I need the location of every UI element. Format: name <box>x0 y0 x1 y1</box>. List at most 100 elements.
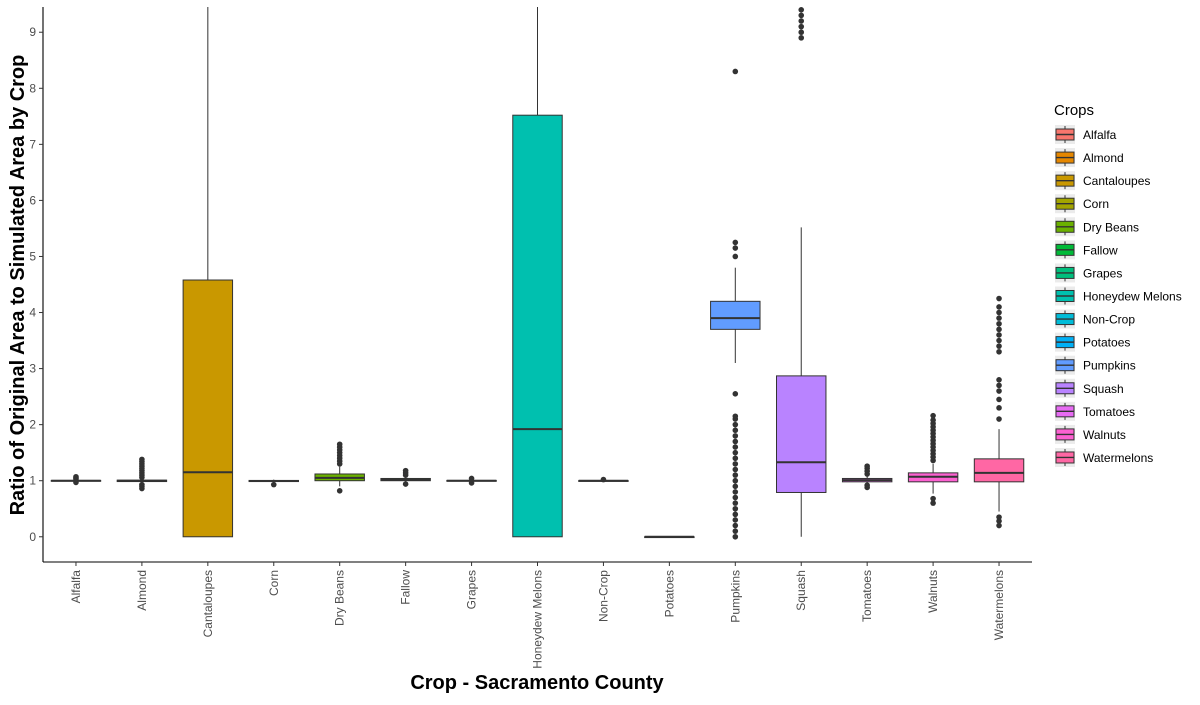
outlier-point <box>996 304 1002 310</box>
outlier-point <box>468 480 475 486</box>
x-tick-label-honeydew-melons: Honeydew Melons <box>531 570 545 669</box>
outlier-point <box>996 332 1002 338</box>
legend-label: Walnuts <box>1083 428 1126 442</box>
outlier-point <box>996 343 1002 349</box>
y-tick-label: 5 <box>29 249 36 263</box>
legend-label: Tomatoes <box>1083 405 1135 419</box>
x-tick-label-tomatoes: Tomatoes <box>860 570 874 622</box>
outlier-point <box>732 461 739 467</box>
box-corn <box>248 479 299 488</box>
legend-item-squash: Squash <box>1055 378 1124 398</box>
legend-item-cantaloupes: Cantaloupes <box>1055 171 1150 191</box>
outlier-point <box>732 253 739 260</box>
box-cantaloupes <box>182 7 234 538</box>
outlier-point <box>600 476 607 483</box>
box-walnuts <box>907 412 959 506</box>
outlier-point <box>996 377 1002 383</box>
outlier-point <box>402 481 409 487</box>
outlier-point <box>798 12 805 19</box>
y-tick-label: 2 <box>29 418 36 432</box>
box-body <box>973 458 1025 483</box>
outlier-point <box>930 412 936 419</box>
legend-label: Potatoes <box>1083 336 1130 350</box>
outlier-point <box>732 245 739 251</box>
outlier-point <box>996 320 1002 327</box>
outlier-point <box>732 522 739 529</box>
x-tick-label-watermelons: Watermelons <box>992 570 1006 640</box>
outlier-point <box>732 413 739 420</box>
legend-label: Fallow <box>1083 243 1118 257</box>
x-tick-label-squash: Squash <box>794 570 808 611</box>
outlier-point <box>996 295 1002 302</box>
outlier-point <box>468 475 475 482</box>
outlier-point <box>996 416 1002 422</box>
outlier-point <box>270 481 277 488</box>
outlier-point <box>996 382 1002 389</box>
axes: 0 1 2 3 4 5 6 7 8 9 Alfalfa Almond Cantaloupes Corn Dr… <box>29 7 1032 669</box>
legend-item-corn: Corn <box>1055 194 1109 214</box>
outlier-point <box>732 466 739 473</box>
legend-item-almond: Almond <box>1055 148 1124 168</box>
x-tick-label-potatoes: Potatoes <box>662 570 676 617</box>
x-tick-label-fallow: Fallow <box>399 570 413 605</box>
legend-label: Alfalfa <box>1083 128 1117 142</box>
outlier-point <box>732 239 739 246</box>
outlier-point <box>732 68 739 75</box>
legend-label: Honeydew Melons <box>1083 289 1182 303</box>
outlier-point <box>732 438 739 445</box>
outlier-point <box>732 449 739 456</box>
outlier-point <box>798 35 805 41</box>
outlier-point <box>732 455 739 462</box>
outlier-point <box>996 405 1002 411</box>
outlier-point <box>864 482 870 488</box>
x-axis-label: Crop - Sacramento County <box>410 672 664 694</box>
outlier-point <box>732 433 739 439</box>
outlier-point <box>73 473 79 480</box>
legend-label: Dry Beans <box>1083 220 1139 234</box>
box-potatoes <box>644 535 695 539</box>
outlier-point <box>732 505 739 512</box>
box-dry-beans <box>314 441 365 494</box>
legend-item-fallow: Fallow <box>1055 240 1118 260</box>
outlier-point <box>732 427 739 434</box>
outlier-point <box>732 483 739 490</box>
box-squash <box>776 7 827 537</box>
outlier-point <box>402 467 409 474</box>
legend-label: Corn <box>1083 197 1109 211</box>
box-body <box>776 375 827 493</box>
outlier-point <box>732 489 739 495</box>
box-pumpkins <box>710 68 761 540</box>
legend-item-watermelons: Watermelons <box>1055 447 1153 467</box>
legend-title: Crops <box>1054 102 1094 119</box>
y-tick-label: 8 <box>29 81 36 95</box>
outlier-point <box>732 421 739 428</box>
legend-label: Grapes <box>1083 266 1122 280</box>
legend-item-pumpkins: Pumpkins <box>1055 355 1136 375</box>
outlier-point <box>996 348 1002 355</box>
y-tick-label: 9 <box>29 25 36 39</box>
legend-item-non-crop: Non-Crop <box>1055 309 1135 329</box>
outlier-point <box>996 396 1002 403</box>
outlier-point <box>996 514 1002 520</box>
box-body <box>182 279 234 538</box>
x-tick-label-alfalfa: Alfalfa <box>69 570 83 604</box>
legend-item-alfalfa: Alfalfa <box>1055 125 1117 144</box>
plot-area <box>50 7 1025 540</box>
outlier-point <box>732 528 739 534</box>
outlier-point <box>732 444 739 450</box>
legend-item-honeydew-melons: Honeydew Melons <box>1055 286 1182 306</box>
legend-item-dry-beans: Dry Beans <box>1055 217 1139 237</box>
outlier-point <box>996 309 1002 316</box>
legend-item-walnuts: Walnuts <box>1055 424 1126 444</box>
legend-label: Pumpkins <box>1083 359 1136 373</box>
legend-item-grapes: Grapes <box>1055 263 1122 283</box>
legend-item-tomatoes: Tomatoes <box>1055 401 1135 421</box>
outlier-point <box>996 326 1002 333</box>
outlier-point <box>930 495 936 502</box>
outlier-point <box>996 522 1002 529</box>
legend: Crops Alfalfa Almond Cantaloupes Corn Dry Be… <box>1054 102 1182 467</box>
box-body <box>512 114 563 538</box>
legend-item-potatoes: Potatoes <box>1055 332 1130 352</box>
x-tick-label-grapes: Grapes <box>465 570 479 609</box>
